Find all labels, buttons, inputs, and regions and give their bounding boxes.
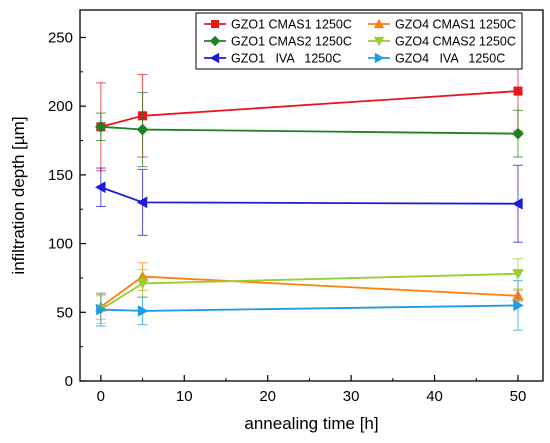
data-point	[512, 127, 524, 140]
x-axis: 0 10 20 30 40 50	[97, 375, 527, 405]
x-axis-title: annealing time [h]	[244, 414, 378, 433]
legend-swatch-marker	[211, 20, 219, 28]
data-point	[513, 299, 524, 312]
legend-label: GZO4 CMAS2 1250C	[395, 35, 516, 49]
legend-swatch-marker	[373, 36, 385, 47]
legend: GZO1 CMAS1 1250C GZO1 CMAS2 1250C GZO1 IVA…	[195, 12, 523, 70]
y-tick-label: 150	[48, 167, 73, 184]
legend-box	[195, 12, 523, 70]
legend-label: GZO4 IVA 1250C	[395, 52, 505, 66]
legend-label: GZO4 CMAS1 1250C	[395, 18, 516, 32]
series-line	[100, 304, 518, 312]
series-line	[100, 272, 518, 311]
legend-label: GZO1 IVA 1250C	[231, 52, 341, 66]
series-5	[95, 258, 524, 324]
series-6	[95, 280, 524, 331]
data-point	[513, 86, 523, 96]
y-tick-label: 0	[65, 373, 73, 390]
y-axis-title: infiltration depth [µm]	[9, 116, 28, 274]
plot-frame	[79, 9, 544, 382]
data-point	[95, 120, 107, 133]
series-2	[95, 91, 524, 168]
data-point	[96, 303, 107, 316]
data-point	[136, 196, 148, 209]
series-line	[100, 125, 518, 135]
data-point	[512, 197, 523, 210]
x-tick-label: 30	[343, 388, 360, 405]
legend-swatch-marker	[209, 52, 220, 64]
y-tick-label: 50	[56, 304, 73, 321]
x-tick-label: 50	[510, 388, 527, 405]
plot-marks	[95, 50, 524, 331]
series-line	[100, 90, 519, 128]
data-point	[137, 305, 149, 317]
data-point	[136, 123, 149, 136]
x-tick-label: 0	[97, 388, 105, 405]
legend-label: GZO1 CMAS1 1250C	[231, 18, 352, 32]
series-line	[100, 275, 519, 308]
legend-swatch-marker	[374, 52, 385, 64]
data-point	[95, 181, 106, 194]
x-tick-label: 20	[259, 388, 276, 405]
y-tick-label: 200	[48, 98, 73, 115]
series-3	[95, 164, 523, 243]
legend-swatch-marker	[209, 35, 221, 47]
y-tick-label: 250	[48, 29, 73, 46]
x-tick-label: 40	[426, 388, 443, 405]
y-axis: 0 50 100 150 200 250	[48, 29, 86, 390]
data-point	[136, 278, 149, 290]
series-line	[100, 186, 518, 205]
legend-label: GZO1 CMAS2 1250C	[231, 35, 352, 49]
data-point	[512, 269, 524, 280]
legend-swatch-marker	[373, 18, 385, 29]
y-tick-label: 100	[48, 236, 73, 253]
x-tick-label: 10	[176, 388, 193, 405]
